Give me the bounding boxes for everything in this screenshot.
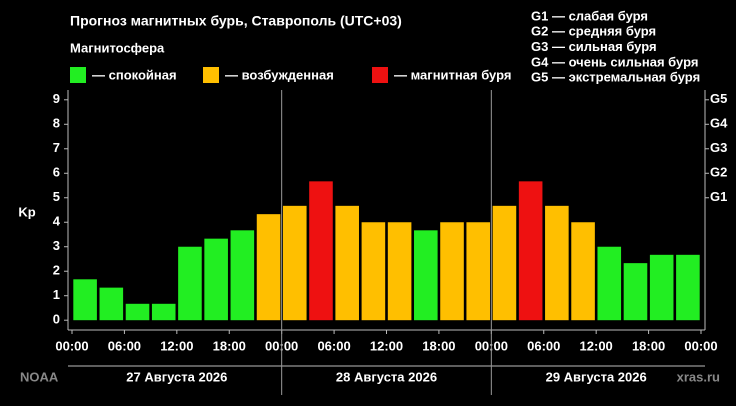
y2-tick-label: G5 <box>710 91 727 106</box>
y2-tick-label: G3 <box>710 140 727 155</box>
legend-label: — спокойная <box>92 67 177 82</box>
bar <box>492 205 517 321</box>
x-tick-label: 06:00 <box>317 338 350 353</box>
x-tick-label: 00:00 <box>684 338 717 353</box>
bar <box>204 238 228 321</box>
legend-swatch <box>372 67 388 83</box>
bar <box>623 263 648 321</box>
y-tick-label: 9 <box>53 91 60 106</box>
x-tick-label: 12:00 <box>370 338 403 353</box>
bar <box>309 181 333 321</box>
bar <box>282 205 307 321</box>
bar <box>414 230 438 321</box>
y-tick-label: 3 <box>53 238 60 253</box>
bar <box>256 214 281 321</box>
bar <box>178 246 202 321</box>
y-tick-label: 4 <box>53 214 61 229</box>
y2-tick-label: G4 <box>710 116 728 131</box>
bar <box>571 222 595 321</box>
bar <box>99 287 124 321</box>
bar <box>597 246 622 321</box>
x-tick-label: 12:00 <box>580 338 613 353</box>
x-tick-label: 18:00 <box>213 338 246 353</box>
y2-tick-label: G2 <box>710 165 727 180</box>
y-tick-label: 6 <box>53 165 60 180</box>
y-tick-label: 0 <box>53 312 60 327</box>
x-tick-label: 18:00 <box>422 338 455 353</box>
bar <box>230 230 255 321</box>
y-tick-label: 1 <box>53 287 60 302</box>
bar <box>440 222 464 321</box>
bar <box>518 181 543 321</box>
bar <box>387 222 412 321</box>
legend-label: — возбужденная <box>225 67 334 82</box>
x-tick-label: 06:00 <box>108 338 141 353</box>
bar <box>361 222 386 321</box>
g-scale-entry: G1 — слабая буря <box>531 8 648 23</box>
y-tick-label: 7 <box>53 140 60 155</box>
day-label: 28 Августа 2026 <box>336 369 437 384</box>
y-tick-label: 8 <box>53 116 60 131</box>
bar <box>151 303 176 321</box>
g-scale-entry: G2 — средняя буря <box>531 24 656 39</box>
legend-title: Магнитосфера <box>70 40 165 55</box>
y2-tick-label: G1 <box>710 189 727 204</box>
bar <box>466 222 491 321</box>
day-label: 27 Августа 2026 <box>126 369 227 384</box>
y-tick-label: 2 <box>53 263 60 278</box>
g-scale-entry: G4 — очень сильная буря <box>531 54 698 69</box>
bar <box>73 279 97 321</box>
legend-label: — магнитная буря <box>394 67 511 82</box>
chart-title: Прогноз магнитных бурь, Ставрополь (UTC+… <box>70 13 402 29</box>
x-tick-label: 18:00 <box>632 338 665 353</box>
legend-swatch <box>203 67 219 83</box>
bar <box>545 205 569 321</box>
day-label: 29 Августа 2026 <box>546 369 647 384</box>
bar <box>335 205 359 321</box>
bar <box>676 254 700 321</box>
x-tick-label: 00:00 <box>55 338 88 353</box>
g-scale-entry: G3 — сильная буря <box>531 39 657 54</box>
x-tick-label: 06:00 <box>527 338 560 353</box>
site: xras.ru <box>677 369 720 384</box>
bar <box>125 303 150 321</box>
legend-swatch <box>70 67 86 83</box>
g-scale-entry: G5 — экстремальная буря <box>531 70 700 85</box>
source: NOAA <box>20 369 59 384</box>
y-tick-label: 5 <box>53 189 60 204</box>
x-tick-label: 12:00 <box>160 338 193 353</box>
bar <box>649 254 674 321</box>
y-axis-label: Kp <box>18 204 35 219</box>
